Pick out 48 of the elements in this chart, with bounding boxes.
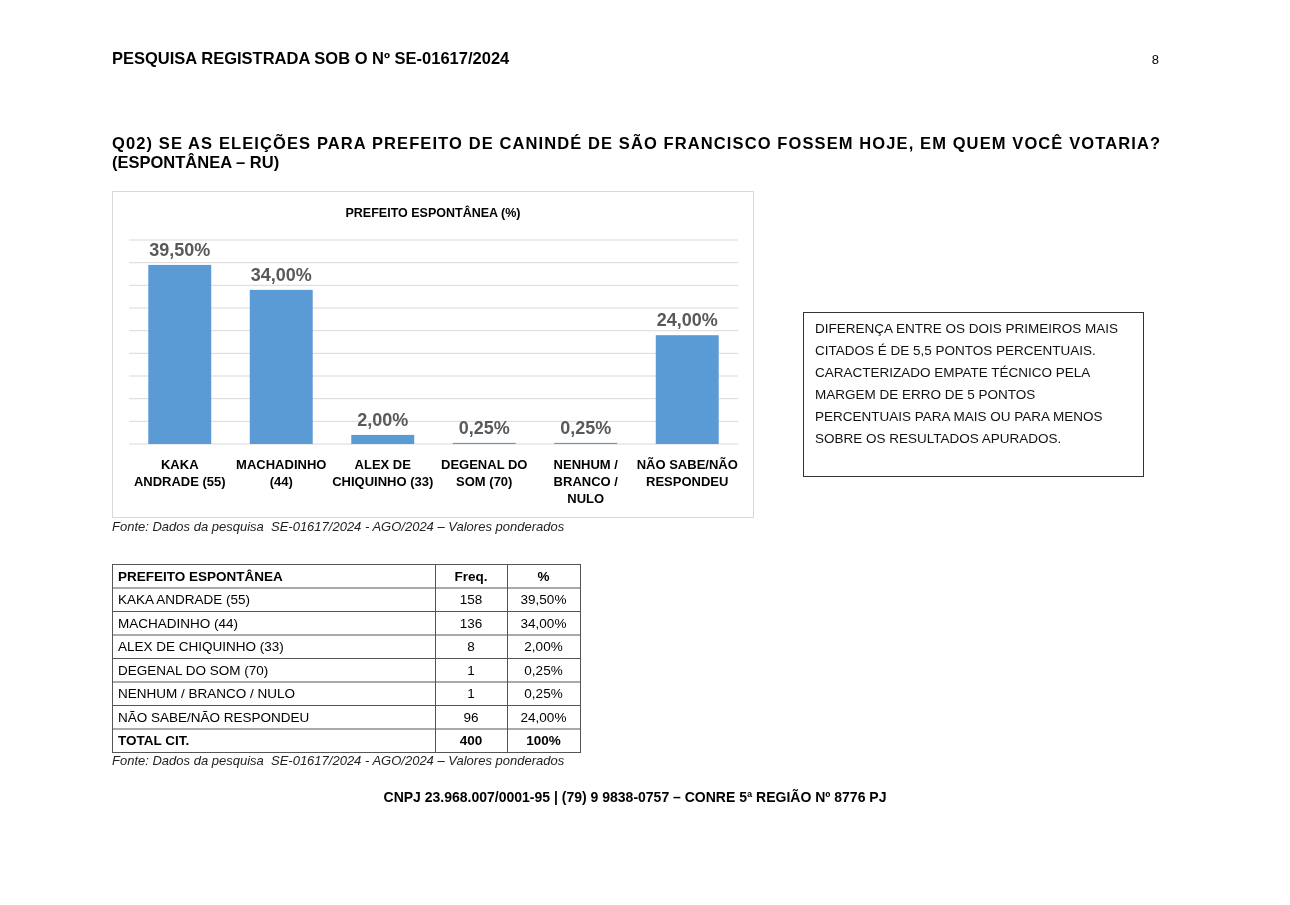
- category-label: ALEX DE CHIQUINHO (33): [118, 639, 284, 655]
- data-label: 2,00%: [357, 409, 409, 430]
- data-label: 39,50%: [149, 239, 211, 260]
- text: DIFERENÇA ENTRE OS DOIS PRIMEIROS MAIS CITADOS É DE 5,5 PONTOS PERCENTUAIS. CARACTERIZADO EMPATE TÉCNICO PELA MARGEM DE ERRO DE 5 PONTOS PERCENTUAIS PARA MAIS OU PARA MENOS SOBRE OS RESULTADOS APURADOS.: [815, 321, 1119, 446]
- category-label: KAKA ANDRADE (55): [118, 592, 251, 608]
- data-label: 34,00%: [250, 264, 312, 285]
- data-label: 100%: [526, 733, 561, 749]
- x-tick-label: ALEX DE CHIQUINHO (33): [332, 457, 434, 489]
- bar: [655, 335, 719, 444]
- data-label: 1: [467, 662, 475, 678]
- bar: [148, 264, 212, 444]
- text: 8: [1151, 52, 1159, 67]
- data-label: 39,50%: [520, 592, 567, 608]
- bar: [351, 434, 415, 444]
- data-label: 8: [467, 639, 475, 655]
- x-tick-label: NÃO SABE/NÃO RESPONDEU: [636, 457, 738, 489]
- data-label: 24,00%: [520, 709, 567, 725]
- data-label: 96: [463, 709, 479, 725]
- data-label: 400: [459, 733, 483, 749]
- chart-title: PREFEITO ESPONTÂNEA (%): [345, 205, 521, 220]
- source-note: Fonte: Dados da pesquisa SE-01617/2024 - AGO/2024 – Valores ponderados: [112, 753, 565, 768]
- x-tick-label: MACHADINHO (44): [236, 457, 327, 489]
- category-label: DEGENAL DO SOM (70): [118, 662, 269, 678]
- data-label: 2,00%: [524, 639, 563, 655]
- data-label: 158: [459, 592, 483, 608]
- category-label: MACHADINHO (44): [118, 615, 239, 631]
- text: Q02) SE AS ELEIÇÕES PARA PREFEITO DE CANINDÉ DE SÃO FRANCISCO FOSSEM HOJE, EM QUEM VOCÊ VOTARIA? (ESPONTÂNEA – RU): [112, 133, 1160, 171]
- x-tick-label: KAKA ANDRADE (55): [133, 457, 226, 489]
- text: PESQUISA REGISTRADA SOB O Nº SE-01617/2024: [112, 49, 511, 67]
- text: %: [537, 568, 550, 584]
- x-tick-label: NENHUM / BRANCO / NULO: [553, 457, 619, 506]
- data-label: 0,25%: [524, 686, 563, 702]
- data-label: 0,25%: [524, 662, 563, 678]
- category-label: NENHUM / BRANCO / NULO: [118, 686, 296, 702]
- text: CNPJ 23.968.007/0001-95 | (79) 9 9838-0757 – CONRE 5ª REGIÃO Nº 8776 PJ: [383, 788, 887, 805]
- x-tick-label: DEGENAL DO SOM (70): [441, 457, 528, 489]
- category-label: NÃO SABE/NÃO RESPONDEU: [118, 709, 310, 725]
- data-label: 136: [459, 615, 483, 631]
- data-label: 24,00%: [656, 310, 718, 331]
- source-note: Fonte: Dados da pesquisa SE-01617/2024 - AGO/2024 – Valores ponderados: [112, 519, 565, 534]
- series-label: Freq.: [454, 568, 488, 584]
- data-label: 0,25%: [458, 417, 510, 438]
- data-label: 0,25%: [560, 417, 612, 438]
- category-label: TOTAL CIT.: [118, 733, 190, 749]
- data-label: 34,00%: [520, 615, 567, 631]
- data-label: 1: [467, 686, 475, 702]
- text: PREFEITO ESPONTÂNEA: [118, 568, 284, 584]
- bar: [249, 289, 313, 444]
